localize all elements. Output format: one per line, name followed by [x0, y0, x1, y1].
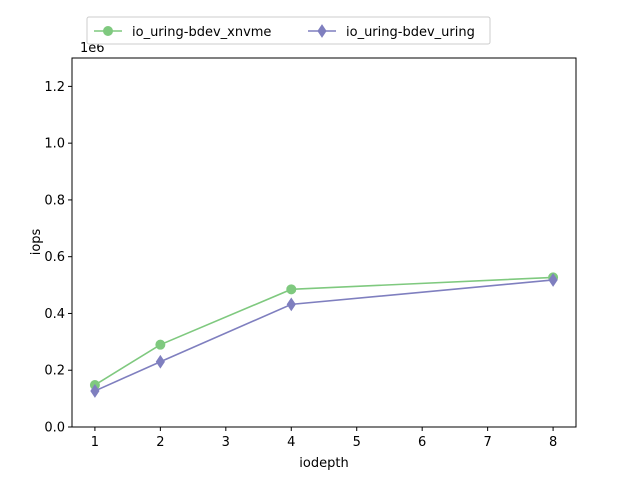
x-tick-label: 7: [483, 435, 491, 450]
x-axis-label: iodepth: [299, 456, 348, 471]
y-tick-label: 0.2: [44, 364, 65, 379]
y-tick-label: 1.0: [44, 137, 65, 152]
y-tick-label: 0.0: [44, 421, 65, 436]
x-axis: 1 2 3 4 5 6 7 8: [91, 427, 557, 450]
y-axis-label: iops: [29, 228, 44, 255]
legend-marker: [317, 24, 327, 38]
x-tick-label: 1: [91, 435, 99, 450]
series-io_uring-bdev_uring: [90, 273, 558, 398]
data-point: [155, 354, 165, 369]
series-line: [94, 276, 554, 386]
legend-label: io_uring-bdev_uring: [346, 25, 475, 40]
plot-frame: [71, 57, 577, 428]
data-point: [548, 273, 558, 287]
y-axis: 0.0 0.2 0.4 0.6 0.8 1.0 1.2: [44, 80, 72, 436]
legend-label: io_uring-bdev_xnvme: [132, 25, 271, 40]
legend-item: io_uring-bdev_xnvme: [94, 25, 271, 40]
y-tick-label: 0.6: [44, 250, 65, 265]
y-tick-label: 0.4: [44, 307, 65, 322]
legend-item: io_uring-bdev_uring: [308, 24, 475, 40]
x-tick-label: 3: [222, 435, 230, 450]
x-tick-label: 5: [353, 435, 361, 450]
y-tick-label: 0.8: [44, 193, 65, 208]
data-point: [286, 297, 296, 312]
x-tick-label: 4: [287, 435, 295, 450]
legend: io_uring-bdev_xnvme io_uring-bdev_uring: [86, 16, 491, 45]
y-tick-label: 1.2: [44, 80, 65, 95]
legend-marker: [103, 26, 113, 36]
y-offset-label: 1e6: [80, 41, 105, 56]
series-line: [94, 279, 554, 392]
series-io_uring-bdev_xnvme: [89, 272, 559, 390]
data-point: [90, 384, 100, 398]
x-tick-label: 8: [549, 435, 557, 450]
x-tick-label: 2: [156, 435, 164, 450]
legend-frame: [86, 16, 491, 45]
data-point: [155, 339, 166, 350]
data-point: [286, 284, 297, 295]
series-layer: [89, 272, 559, 398]
x-tick-label: 6: [418, 435, 426, 450]
